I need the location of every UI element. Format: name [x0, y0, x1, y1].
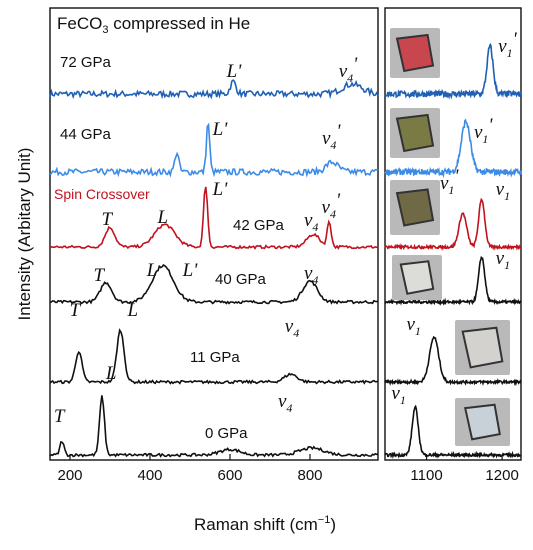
left-series-40-gpa: [49, 263, 379, 305]
right-plot-area: ν1' ν1' ν1' ν1 ν1 ν1 ν1: [384, 29, 522, 460]
left-peak-label-72-gpa-0: L': [226, 61, 243, 82]
pressure-label-44-gpa: 44 GPa: [60, 126, 112, 143]
right-panel-frame: [384, 7, 522, 461]
right-peak-label-42-gpa-1: ν1: [496, 179, 510, 203]
right-x-tick-label-1100: 1100: [410, 467, 442, 484]
left-peak-label-42-gpa-2: L': [212, 179, 229, 200]
right-series-72-gpa: [384, 42, 522, 100]
left-peak-label-0-gpa-2: ν4: [278, 391, 292, 415]
pressure-label-0-gpa: 0 GPa: [205, 425, 248, 442]
left-peak-label-44-gpa-0: L': [212, 119, 229, 140]
x-axis-label: Raman shift (cm−1): [194, 514, 336, 534]
left-peak-label-42-gpa-4: ν4': [322, 190, 341, 221]
micrograph-crystal-42-gpa: [395, 188, 435, 227]
left-peak-label-42-gpa-1: L: [157, 207, 169, 228]
right-series-0-gpa: [384, 404, 522, 460]
right-series-42-gpa: [384, 197, 522, 252]
left-peak-label-42-gpa-3: ν4: [304, 210, 318, 234]
pressure-label-40-gpa: 40 GPa: [215, 271, 267, 288]
x-tick-label-400: 400: [137, 467, 162, 484]
left-panel-frame: [49, 7, 379, 461]
spin-crossover-label: Spin Crossover: [54, 186, 150, 202]
left-series-0-gpa: [49, 395, 379, 458]
axis-ticks: 200 400 600 800 1100 1200: [57, 454, 519, 484]
pressure-label-72-gpa: 72 GPa: [60, 54, 112, 71]
x-tick-label-600: 600: [217, 467, 242, 484]
left-series-11-gpa: [49, 328, 379, 385]
left-peak-label-40-gpa-1: L: [146, 260, 158, 281]
x-tick-label-800: 800: [297, 467, 322, 484]
chart-title: FeCO3 compressed in He: [57, 14, 250, 36]
left-peak-label-40-gpa-0: T: [94, 265, 106, 286]
right-series-44-gpa: [384, 118, 522, 179]
left-peak-label-72-gpa-1: ν4': [339, 54, 358, 85]
left-peak-label-0-gpa-1: L: [105, 363, 117, 384]
left-series-44-gpa: [49, 122, 379, 178]
right-peak-label-40-gpa-0: ν1: [496, 248, 510, 272]
micrograph-crystal-11-gpa: [461, 326, 504, 369]
right-peak-label-0-gpa-0: ν1: [391, 383, 405, 407]
left-peak-label-0-gpa-0: T: [54, 406, 66, 427]
right-series-40-gpa: [384, 255, 522, 306]
left-series-42-gpa: [49, 186, 379, 250]
pressure-label-42-gpa: 42 GPa: [233, 217, 285, 234]
left-peak-label-40-gpa-3: ν4: [304, 263, 318, 287]
right-peak-label-72-gpa-0: ν1': [498, 29, 517, 60]
y-axis-label: Intensity (Arbitary Unit): [15, 148, 34, 321]
right-peak-label-11-gpa-0: ν1: [406, 314, 420, 338]
sample-micrographs: [390, 28, 510, 446]
x-tick-label-200: 200: [57, 467, 82, 484]
right-x-tick-label-1200: 1200: [485, 467, 518, 484]
left-peak-label-44-gpa-1: ν4': [322, 121, 341, 152]
left-peak-label-40-gpa-2: L': [182, 260, 199, 281]
micrograph-crystal-72-gpa: [395, 33, 435, 73]
left-peak-label-11-gpa-1: L: [127, 300, 139, 321]
right-peak-label-44-gpa-0: ν1': [474, 115, 493, 146]
micrograph-crystal-44-gpa: [395, 113, 435, 153]
micrograph-crystal-0-gpa: [464, 403, 501, 441]
left-peak-label-42-gpa-0: T: [102, 209, 114, 230]
right-series-11-gpa: [384, 335, 522, 387]
right-peak-label-42-gpa-0: ν1': [440, 166, 459, 197]
left-peak-label-11-gpa-0: T: [70, 300, 82, 321]
micrograph-crystal-40-gpa: [399, 260, 435, 295]
pressure-label-11-gpa: 11 GPa: [190, 349, 240, 366]
left-peak-label-11-gpa-2: ν4: [285, 316, 299, 340]
left-series-72-gpa: [49, 79, 379, 100]
